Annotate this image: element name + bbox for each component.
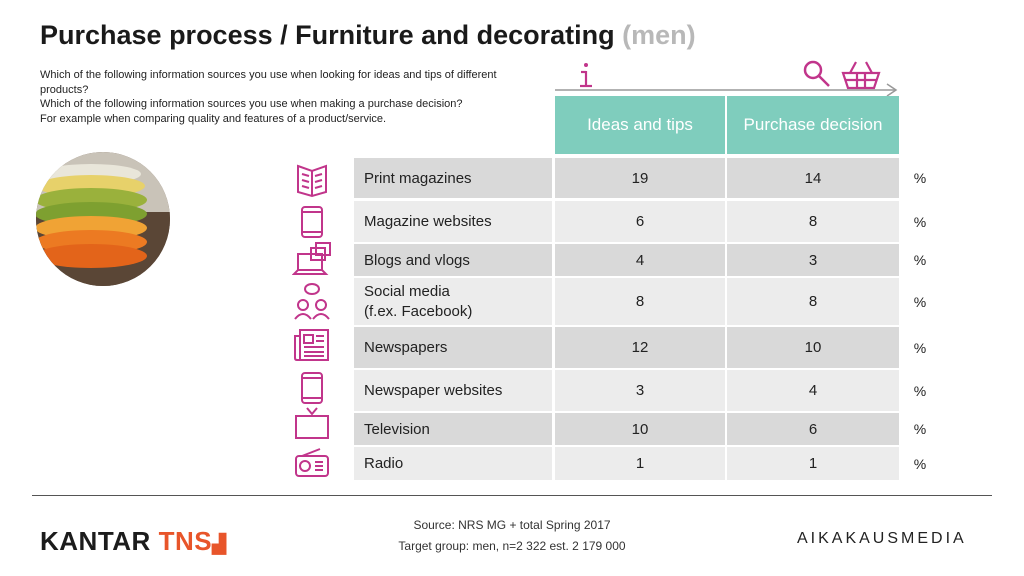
pillow-stack-photo (36, 152, 170, 286)
column-header-ideas: Ideas and tips (555, 96, 725, 154)
column-header-decision: Purchase decision (727, 96, 899, 154)
unit-label: % (913, 382, 927, 399)
unit-label: % (913, 252, 927, 268)
kantar-text: KANTAR (40, 526, 151, 556)
row-label: Radio (354, 447, 552, 480)
aikakausmedia-logo: AIKAKAUSMEDIA (797, 530, 967, 547)
title-main: Purchase process / Furniture and decorat… (40, 20, 615, 50)
row-label: Social media (f.ex. Facebook) (354, 278, 552, 325)
title-sub: (men) (622, 20, 696, 50)
tns-text: TNS (158, 526, 213, 556)
footer-divider (32, 495, 992, 496)
radio-icon (295, 448, 329, 477)
decision-value: 10 (727, 327, 899, 368)
row-label: Television (354, 413, 552, 445)
process-arrow (555, 60, 905, 105)
unit-label: % (913, 293, 927, 310)
survey-questions: Which of the following information sourc… (40, 68, 510, 126)
ideas-value: 4 (555, 244, 725, 276)
newspaper-icon (294, 329, 329, 361)
television-icon (295, 407, 329, 439)
tablet-news-icon (301, 372, 323, 404)
decision-value: 14 (727, 158, 899, 198)
kantar-tns-logo: KANTAR TNS▟ (40, 526, 226, 557)
row-label: Magazine websites (354, 201, 552, 242)
page-title: Purchase process / Furniture and decorat… (40, 20, 696, 51)
unit-label: % (913, 213, 927, 230)
row-label: Newspaper websites (354, 370, 552, 411)
question-2: Which of the following information sourc… (40, 98, 463, 110)
unit-label: % (913, 170, 927, 186)
magazine-icon (297, 164, 327, 198)
row-label: Print magazines (354, 158, 552, 198)
ideas-value: 10 (555, 413, 725, 445)
ideas-value: 1 (555, 447, 725, 480)
ideas-value: 3 (555, 370, 725, 411)
unit-label: % (913, 339, 927, 356)
tablet-icon (301, 206, 323, 238)
magnifier-icon (803, 60, 830, 87)
target-group-line: Target group: men, n=2 322 est. 2 179 00… (398, 539, 626, 553)
unit-label: % (913, 455, 927, 472)
social-people-icon (294, 283, 330, 320)
decision-value: 6 (727, 413, 899, 445)
row-label: Blogs and vlogs (354, 244, 552, 276)
question-1: Which of the following information sourc… (40, 69, 497, 96)
decision-value: 4 (727, 370, 899, 411)
decision-value: 8 (727, 278, 899, 325)
unit-label: % (913, 421, 927, 437)
row-label: Newspapers (354, 327, 552, 368)
question-3: For example when comparing quality and f… (40, 112, 387, 125)
tns-mark-icon: ▟ (212, 534, 227, 554)
info-icon (580, 63, 592, 88)
source-line: Source: NRS MG + total Spring 2017 (413, 518, 611, 532)
laptop-blog-icon (292, 242, 331, 275)
ideas-value: 12 (555, 327, 725, 368)
decision-value: 1 (727, 447, 899, 480)
decision-value: 3 (727, 244, 899, 276)
basket-icon (841, 61, 881, 90)
ideas-value: 8 (555, 278, 725, 325)
decision-value: 8 (727, 201, 899, 242)
ideas-value: 6 (555, 201, 725, 242)
ideas-value: 19 (555, 158, 725, 198)
